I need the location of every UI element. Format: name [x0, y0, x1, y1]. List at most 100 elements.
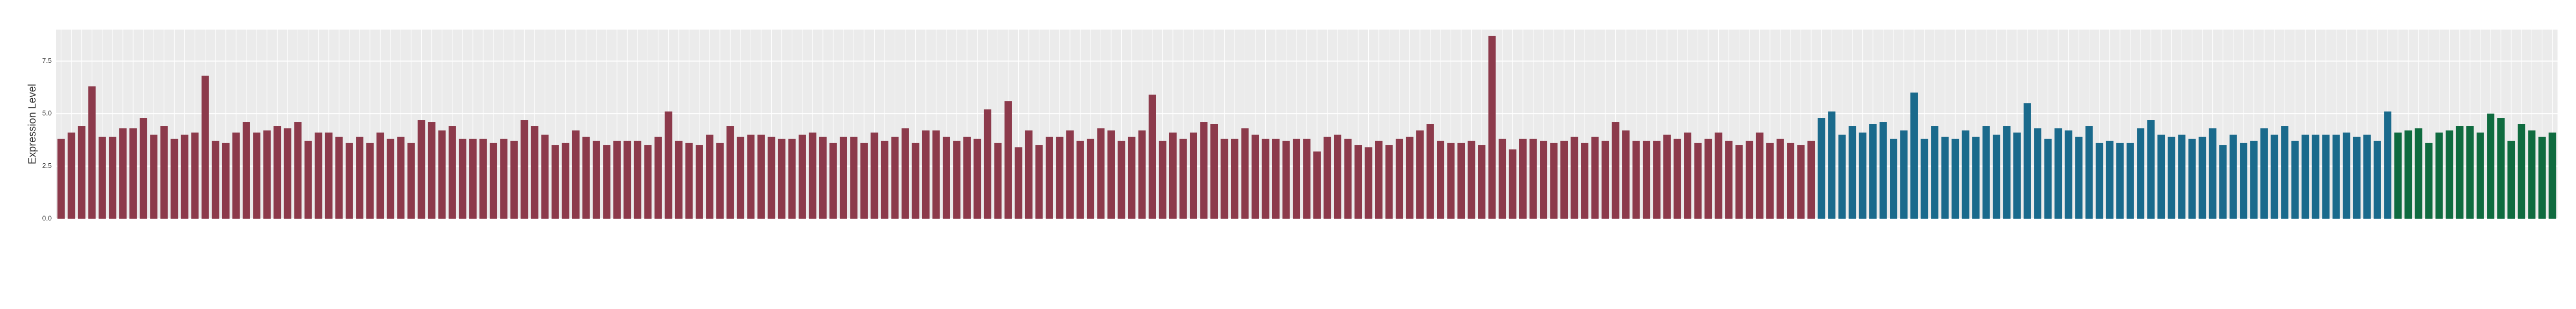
bar: [1395, 138, 1404, 219]
bar: [1437, 141, 1445, 219]
bar: [1056, 136, 1064, 219]
bar: [1426, 124, 1434, 219]
y-axis-label: Expression Level: [26, 84, 38, 164]
bar: [1066, 130, 1074, 219]
bar: [1849, 126, 1857, 219]
bar: [1365, 147, 1372, 219]
bar: [2332, 134, 2340, 219]
bar: [603, 145, 611, 219]
bar: [994, 143, 1002, 219]
bar: [531, 126, 538, 219]
bar: [2549, 132, 2556, 219]
bar: [2126, 143, 2134, 219]
bar: [510, 141, 518, 219]
bar: [706, 134, 714, 219]
bar: [1117, 141, 1125, 219]
bar: [2446, 130, 2454, 219]
bar: [1972, 136, 1980, 219]
bar: [2291, 141, 2299, 219]
bar: [2178, 134, 2186, 219]
bar: [356, 136, 364, 219]
bar: [860, 143, 868, 219]
bar: [407, 143, 415, 219]
bar: [325, 132, 333, 219]
bar: [1262, 138, 1270, 219]
bar: [1499, 138, 1507, 219]
bar: [1138, 130, 1146, 219]
bar: [283, 128, 291, 219]
bar: [2209, 128, 2217, 219]
bar: [1004, 101, 1012, 219]
bar: [191, 132, 199, 219]
bar: [222, 143, 230, 219]
bar: [1148, 95, 1156, 219]
bar: [901, 128, 909, 219]
bar: [1766, 143, 1774, 219]
bar: [592, 141, 600, 219]
bar: [1200, 122, 1208, 219]
bar: [582, 136, 590, 219]
bar: [1189, 132, 1197, 219]
bar: [376, 132, 384, 219]
bar: [983, 109, 991, 219]
bar: [2302, 134, 2309, 219]
bar: [2157, 134, 2165, 219]
bar: [562, 143, 570, 219]
bar: [1632, 141, 1640, 219]
bar: [1509, 149, 1517, 219]
bar: [1385, 145, 1393, 219]
bar: [1869, 124, 1877, 219]
bar: [2394, 132, 2402, 219]
bar: [2219, 145, 2227, 219]
bar: [1478, 145, 1486, 219]
bar: [315, 132, 323, 219]
bar: [489, 143, 497, 219]
bar: [2188, 138, 2196, 219]
bar: [1344, 138, 1352, 219]
bar: [1787, 143, 1795, 219]
bar: [1704, 138, 1712, 219]
bar: [778, 138, 785, 219]
bar: [1920, 138, 1928, 219]
bar: [2116, 143, 2124, 219]
bar: [273, 126, 281, 219]
bar: [366, 143, 374, 219]
bar: [644, 145, 652, 219]
bar: [768, 136, 775, 219]
bar: [665, 111, 673, 219]
bar: [2497, 118, 2505, 219]
bar: [1591, 136, 1599, 219]
bar: [1982, 126, 1990, 219]
bar: [2528, 130, 2536, 219]
bar: [88, 86, 96, 219]
bar: [747, 134, 755, 219]
bar: [1817, 118, 1825, 219]
bar: [438, 130, 446, 219]
bar: [953, 141, 961, 219]
bar: [1230, 138, 1239, 219]
bar: [1292, 138, 1301, 219]
bar: [654, 136, 662, 219]
bar: [819, 136, 827, 219]
bar: [2260, 128, 2268, 219]
bar: [1540, 141, 1548, 219]
bar: [2034, 128, 2042, 219]
bar: [1406, 136, 1414, 219]
bar: [109, 136, 117, 219]
bar: [1879, 122, 1887, 219]
bar: [1550, 143, 1558, 219]
bar: [1282, 141, 1290, 219]
bar: [963, 136, 971, 219]
bar: [2425, 143, 2433, 219]
bar: [2096, 143, 2104, 219]
bar: [726, 126, 734, 219]
bar: [1570, 136, 1578, 219]
bar: [880, 141, 888, 219]
bar: [1323, 136, 1331, 219]
bar: [932, 130, 940, 219]
bar: [2075, 136, 2083, 219]
bar: [448, 126, 456, 219]
bar: [139, 118, 147, 219]
bar: [1529, 138, 1537, 219]
bar: [891, 136, 899, 219]
